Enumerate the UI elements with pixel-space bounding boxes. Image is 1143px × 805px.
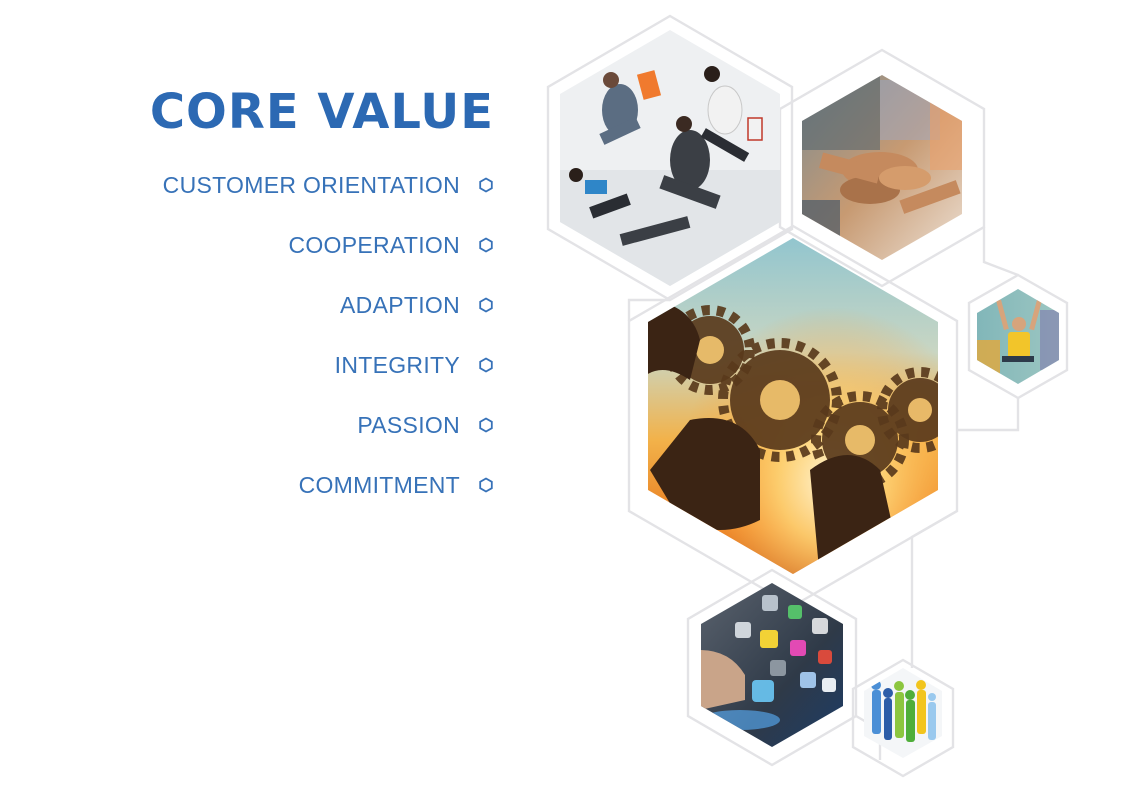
page-title: CORE VALUE bbox=[149, 84, 494, 140]
value-label: COOPERATION bbox=[288, 231, 460, 258]
man-cheering-at-laptop-photo bbox=[977, 289, 1059, 384]
list-item: COMMITMENT bbox=[299, 468, 494, 502]
value-label: ADAPTION bbox=[340, 291, 460, 318]
list-item: COOPERATION bbox=[288, 228, 494, 262]
jumping-business-team-photo bbox=[560, 30, 780, 286]
value-label: CUSTOMER ORIENTATION bbox=[162, 171, 460, 198]
hexagon-bullet-icon bbox=[479, 477, 493, 493]
value-label: PASSION bbox=[357, 411, 460, 438]
hexagon-bullet-icon bbox=[479, 237, 493, 253]
value-label: COMMITMENT bbox=[298, 471, 460, 498]
hexagon-bullet-icon bbox=[479, 357, 493, 373]
hexagon-bullet-icon bbox=[479, 417, 493, 433]
digital-app-icons-photo bbox=[701, 583, 843, 747]
list-item: CUSTOMER ORIENTATION bbox=[163, 168, 494, 202]
list-item: INTEGRITY bbox=[335, 348, 494, 382]
people-silhouettes-photo bbox=[864, 668, 942, 758]
hands-holding-gears-photo bbox=[648, 238, 938, 574]
stacked-hands-photo bbox=[802, 75, 962, 260]
value-label: INTEGRITY bbox=[334, 351, 460, 378]
list-item: PASSION bbox=[357, 408, 494, 442]
hexagon-bullet-icon bbox=[479, 177, 493, 193]
list-item: ADAPTION bbox=[340, 288, 494, 322]
hexagon-bullet-icon bbox=[479, 297, 493, 313]
